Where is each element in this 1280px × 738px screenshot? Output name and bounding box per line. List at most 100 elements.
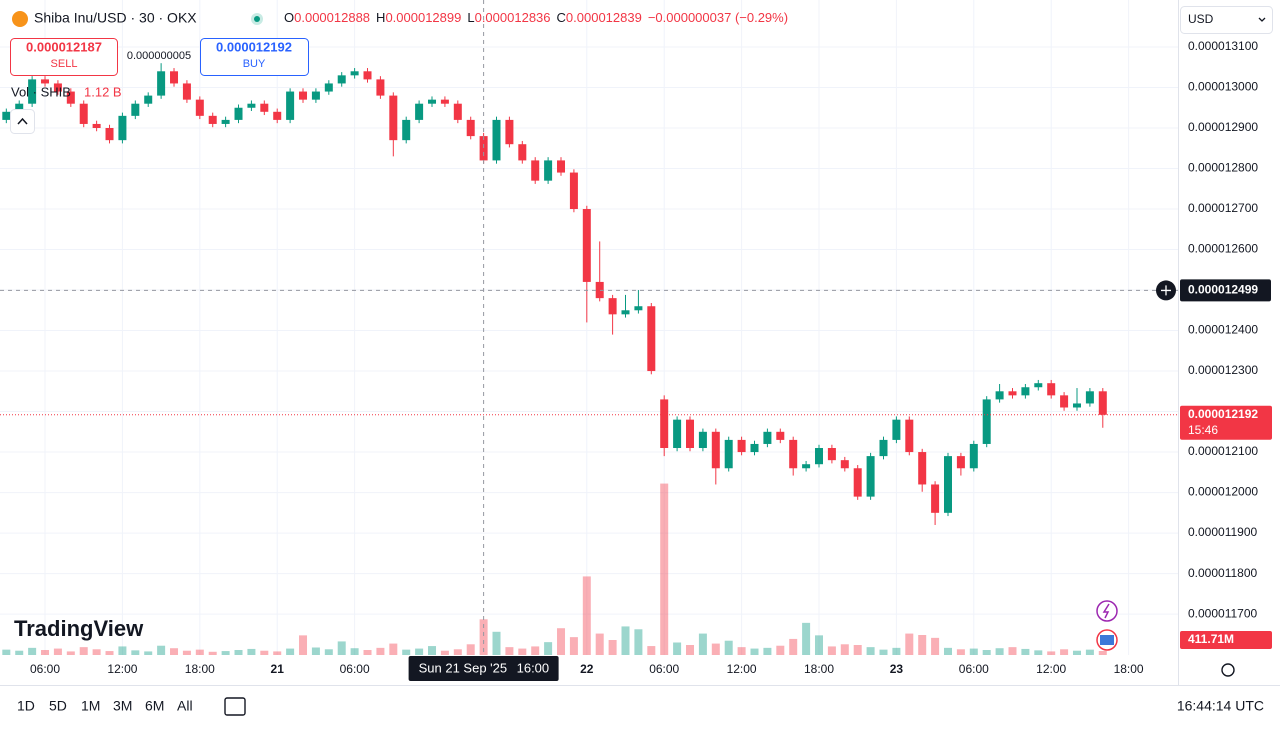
volume-bar xyxy=(350,648,359,655)
ohlc-label: C xyxy=(557,10,566,25)
volume-bar xyxy=(131,650,140,655)
candle-body xyxy=(815,448,824,465)
event-icon xyxy=(1102,603,1110,619)
currency-select[interactable] xyxy=(1180,6,1273,34)
candle-body xyxy=(544,160,553,181)
range-button[interactable]: All xyxy=(177,698,193,714)
volume-bar xyxy=(918,635,927,655)
candle-body xyxy=(1060,395,1069,408)
candle-body xyxy=(1008,391,1017,396)
volume-tag xyxy=(1180,631,1272,649)
volume-bar xyxy=(337,641,346,655)
volume-bar xyxy=(698,633,707,655)
volume-legend: Vol · SHIB xyxy=(11,84,71,99)
candle-body xyxy=(195,99,204,116)
candle-body xyxy=(1047,383,1056,396)
y-tick-label: 0.000013100 xyxy=(1188,39,1258,53)
crosshair-price: 0.000012499 xyxy=(1188,283,1258,297)
volume-bar xyxy=(15,650,24,655)
sell-button[interactable] xyxy=(10,38,118,76)
range-button[interactable]: 3M xyxy=(113,698,132,714)
add-alert-icon xyxy=(1161,285,1171,296)
volume-bar xyxy=(995,648,1004,655)
volume-bar xyxy=(1008,647,1017,655)
volume-bar xyxy=(776,645,785,655)
buy-button[interactable] xyxy=(200,38,309,76)
candle-body xyxy=(324,83,333,92)
volume-bar xyxy=(931,637,940,655)
candle-body xyxy=(299,91,308,100)
currency: USD xyxy=(1188,12,1214,26)
y-tick-label: 0.000012800 xyxy=(1188,161,1258,175)
x-tick-label: 22 xyxy=(580,662,594,676)
x-tick-label: 06:00 xyxy=(30,662,60,676)
crosshair-hour: 16:00 xyxy=(517,660,550,675)
y-tick-label: 0.000012000 xyxy=(1188,485,1258,499)
range-button[interactable]: 1M xyxy=(81,698,100,714)
date-range-icon[interactable] xyxy=(224,697,246,716)
volume-bar xyxy=(247,648,256,655)
volume-bar xyxy=(1085,649,1094,655)
volume-bar xyxy=(492,631,501,655)
candle-body xyxy=(363,71,372,80)
volume-bar xyxy=(879,649,888,655)
y-tick-label: 0.000012300 xyxy=(1188,363,1258,377)
volume-bar xyxy=(234,650,243,655)
volume-bar xyxy=(440,650,449,655)
candle-body xyxy=(247,103,256,108)
buy-price: 0.000012192 xyxy=(216,39,292,54)
candle-body xyxy=(2,111,11,120)
candle-body xyxy=(1098,391,1107,415)
x-tick-label: 12:00 xyxy=(727,662,757,676)
sell-label: SELL xyxy=(51,58,78,70)
candle-body xyxy=(311,91,320,100)
candle-body xyxy=(518,144,527,161)
candle-body xyxy=(737,439,746,453)
collapse-button[interactable] xyxy=(10,109,35,134)
range-button[interactable]: 5D xyxy=(49,698,67,714)
settings-icon[interactable] xyxy=(1221,663,1235,677)
candle-body xyxy=(931,484,940,513)
volume-bar xyxy=(195,649,204,655)
ohlc-label: L xyxy=(467,10,474,25)
y-tick-label: 0.000012400 xyxy=(1188,323,1258,337)
candle-body xyxy=(286,91,295,120)
volume-bar xyxy=(673,642,682,655)
volume-legend-value: 1.12 B xyxy=(84,84,122,99)
volume-bar xyxy=(144,651,153,655)
candle-body xyxy=(892,419,901,440)
volume-bar xyxy=(79,647,88,655)
candle-body xyxy=(557,160,566,173)
volume-bar xyxy=(286,648,295,655)
candle-body xyxy=(79,103,88,124)
volume-bar xyxy=(518,648,527,655)
candle-body xyxy=(157,71,166,96)
x-tick-label: 18:00 xyxy=(804,662,834,676)
volume-bar xyxy=(892,647,901,655)
candle-body xyxy=(853,468,862,497)
candle-body xyxy=(144,95,153,104)
candle-body xyxy=(260,103,269,112)
candle-body xyxy=(956,456,965,469)
flag xyxy=(1100,635,1114,645)
symbol: Shiba Inu/USD · 30 · OKX xyxy=(34,10,197,26)
countdown: 15:46 xyxy=(1188,423,1218,437)
range-button[interactable]: 6M xyxy=(145,698,164,714)
volume-bar xyxy=(982,650,991,655)
volume-bar xyxy=(453,649,462,655)
y-tick-label: 0.000011800 xyxy=(1188,566,1258,580)
event-icon[interactable] xyxy=(1096,600,1118,622)
y-tick-label: 0.000012100 xyxy=(1188,444,1258,458)
candle-body xyxy=(208,115,217,124)
candle-body xyxy=(531,160,540,181)
range-button[interactable]: 1D xyxy=(17,698,35,714)
candle-body xyxy=(41,79,50,84)
volume-bar xyxy=(969,648,978,655)
candle-body xyxy=(1021,387,1030,396)
candle-body xyxy=(595,281,604,299)
candle-body xyxy=(750,443,759,453)
candle-body xyxy=(673,419,682,449)
x-tick-label: 12:00 xyxy=(107,662,137,676)
volume-bar xyxy=(750,648,759,655)
candle-body xyxy=(905,419,914,453)
